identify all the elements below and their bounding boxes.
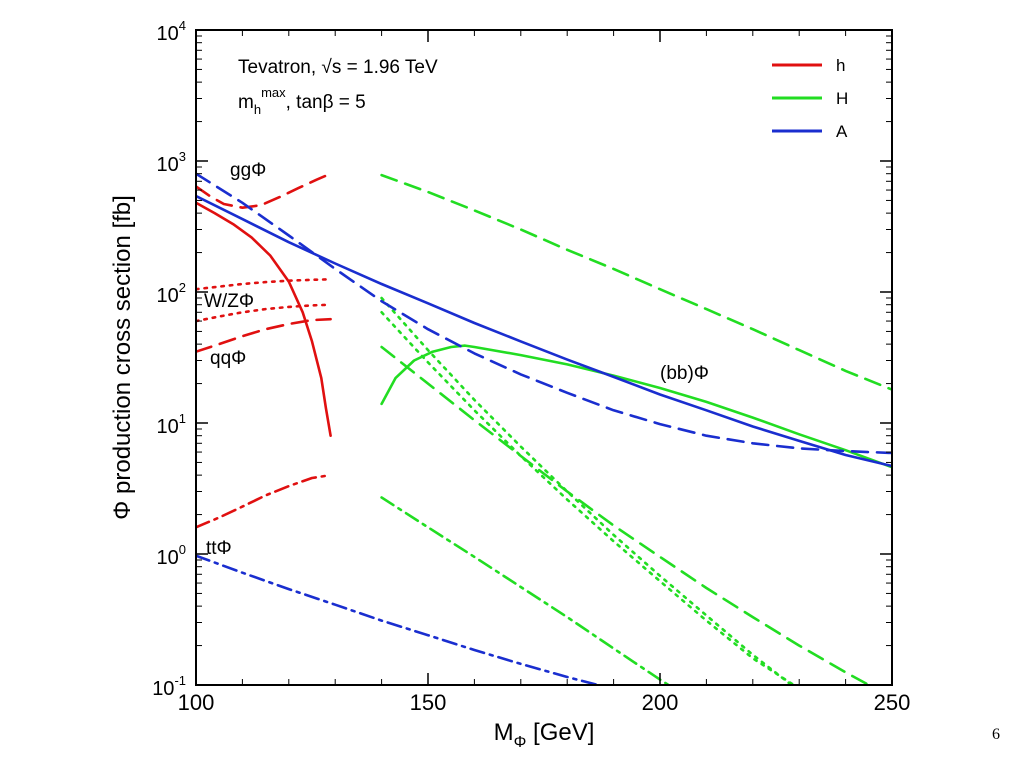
y-tick-label: 102 [157, 280, 186, 307]
series-A-dashed-12 [196, 172, 892, 455]
series-H-dotted-9 [380, 310, 797, 685]
series-h-dashdot-5 [196, 473, 332, 529]
series-H-dotted-8 [380, 296, 794, 685]
y-tick-label: 103 [157, 149, 186, 176]
process-label-wz: W/ZΦ [204, 291, 254, 312]
legend-label-A: A [836, 122, 848, 141]
annotations: Tevatron, √s = 1.96 TeV mhmax, tanβ = 5 gg… [204, 57, 709, 559]
y-tick-label: 10-1 [152, 673, 186, 700]
series-H-dashed-6 [380, 173, 892, 391]
x-tick-label: 100 [178, 690, 215, 715]
process-label-gg: ggΦ [230, 160, 266, 181]
x-axis-title: MΦ [GeV] [494, 719, 595, 751]
legend-label-h: h [836, 56, 845, 75]
process-label-tt: ttΦ [206, 538, 232, 559]
plot-frame [195, 29, 893, 686]
legend-label-H: H [836, 89, 848, 108]
x-tick-label: 150 [410, 690, 447, 715]
page-number: 6 [992, 726, 1000, 743]
x-tick-label: 200 [642, 690, 679, 715]
annotation-tevatron: Tevatron, √s = 1.96 TeV [238, 57, 438, 78]
series-h-solid-1 [196, 201, 332, 438]
y-tick-label: 100 [157, 542, 186, 569]
series-A-solid-13 [196, 194, 892, 468]
legend: hHA [772, 56, 848, 141]
annotation-mhmax: mhmax, tanβ = 5 [238, 85, 366, 117]
series-h-dotted-3 [196, 303, 332, 323]
series-H-dashed-10 [380, 345, 872, 685]
y-axis-title: Φ production cross section [fb] [109, 195, 136, 520]
series-h-dashed-4 [196, 317, 332, 354]
x-tick-label: 250 [874, 690, 911, 715]
series-h-dotted-2 [196, 277, 332, 291]
series-h-dashed-0 [196, 172, 332, 209]
process-label-qq: qqΦ [210, 348, 246, 369]
y-tick-label: 101 [157, 411, 186, 438]
series-H-dashdot-11 [380, 496, 672, 685]
series-A-dashdot-14 [196, 554, 604, 685]
y-tick-label: 104 [157, 18, 186, 45]
process-label-bb: (bb)Φ [660, 363, 709, 384]
